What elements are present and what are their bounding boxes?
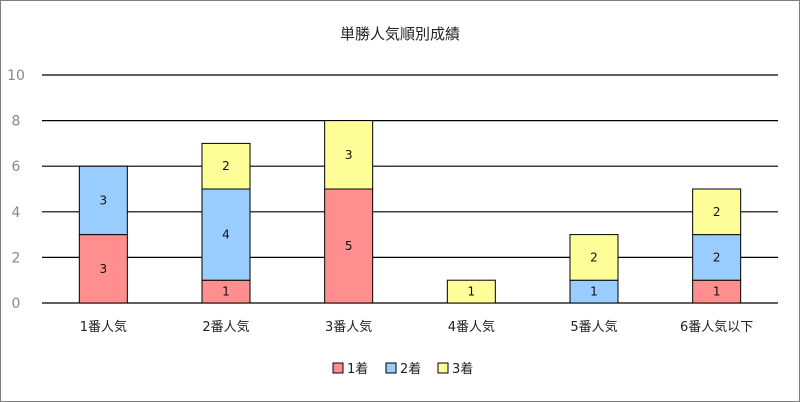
data-label: 3 — [100, 262, 108, 276]
data-label: 1 — [468, 285, 476, 299]
x-tick-label: 6番人気以下 — [680, 319, 753, 335]
bars: 3 3 1 4 2 5 3 1 1 2 1 2 2 — [78, 120, 742, 304]
x-tick-label: 5番人気 — [570, 319, 617, 335]
data-label: 1 — [590, 285, 598, 299]
y-axis-ticks: 0 2 4 6 8 10 — [7, 68, 25, 312]
data-label: 3 — [345, 148, 353, 162]
gridlines — [42, 74, 778, 304]
bar-segment — [569, 234, 619, 281]
y-tick-label: 0 — [12, 296, 21, 312]
bar-segment — [446, 279, 496, 304]
legend-label: 3着 — [452, 361, 473, 377]
data-label: 5 — [345, 239, 353, 253]
data-label: 2 — [713, 205, 721, 219]
legend-label: 2着 — [400, 361, 421, 377]
bar-segment — [78, 234, 128, 304]
data-label: 2 — [590, 250, 598, 264]
bar-segment — [324, 120, 374, 190]
y-tick-label: 2 — [12, 250, 21, 266]
legend: 1着 2着 3着 — [332, 361, 473, 377]
bar-segment — [692, 188, 742, 236]
bar-segment — [324, 188, 374, 304]
chart-title: 単勝人気順別成績 — [340, 25, 460, 43]
bar-segment — [78, 165, 128, 236]
y-tick-label: 4 — [12, 205, 21, 221]
data-label: 2 — [713, 250, 721, 264]
legend-swatch — [437, 362, 449, 374]
data-label: 1 — [713, 285, 721, 299]
x-tick-label: 4番人気 — [448, 319, 495, 335]
bar-segment — [201, 188, 251, 281]
x-tick-label: 3番人気 — [325, 319, 372, 335]
x-tick-label: 2番人気 — [202, 319, 249, 335]
legend-label: 1着 — [347, 361, 368, 377]
legend-swatch — [385, 362, 397, 374]
data-label: 1 — [222, 285, 230, 299]
x-tick-label: 1番人気 — [80, 319, 127, 335]
y-tick-label: 6 — [12, 159, 21, 175]
bar-segment — [201, 142, 251, 190]
legend-swatch — [332, 362, 344, 374]
x-axis-ticks: 1番人気 2番人気 3番人気 4番人気 5番人気 6番人気以下 — [80, 319, 754, 335]
y-tick-label: 8 — [12, 114, 21, 130]
data-label: 3 — [100, 193, 108, 207]
data-label: 2 — [222, 159, 230, 173]
y-tick-label: 10 — [7, 68, 25, 84]
data-label: 4 — [222, 228, 230, 242]
